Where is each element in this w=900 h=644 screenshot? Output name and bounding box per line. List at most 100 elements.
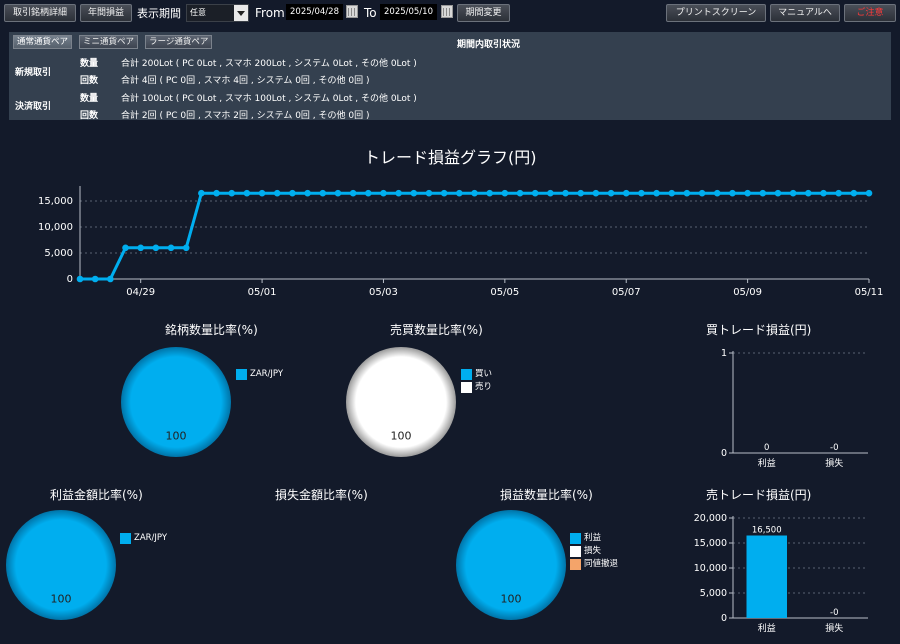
from-label: From — [255, 6, 285, 20]
chevron-down-icon[interactable] — [234, 5, 248, 21]
y-tick-label: 10,000 — [694, 563, 727, 574]
loss-ratio-title: 損失金額比率(%) — [275, 488, 368, 502]
brand-ratio-title: 銘柄数量比率(%) — [165, 323, 258, 337]
x-tick-label: 05/03 — [369, 287, 398, 298]
y-tick-label: 0 — [67, 274, 73, 285]
pie-value-label: 100 — [501, 592, 522, 605]
data-point — [137, 244, 144, 252]
data-point — [410, 189, 418, 197]
x-tick-label: 05/11 — [855, 287, 884, 298]
data-point — [182, 244, 190, 252]
data-point — [547, 189, 554, 197]
manual-button[interactable]: マニュアルへ — [770, 4, 840, 22]
tab-large-pair[interactable]: ラージ通貨ペア — [145, 35, 213, 49]
series-line — [80, 191, 869, 281]
x-tick-label: 損失 — [825, 457, 843, 469]
data-point — [516, 189, 524, 197]
data-point — [76, 275, 84, 283]
row-key: 数量 — [80, 59, 99, 69]
toolbar: 取引銘柄詳細 年間損益 表示期間 任意 From 2025/04/28 To 2… — [0, 0, 900, 26]
data-point — [774, 189, 782, 197]
trade-detail-button[interactable]: 取引銘柄詳細 — [4, 4, 76, 22]
y-tick-label: 15,000 — [694, 538, 727, 549]
period-select-value: 任意 — [190, 8, 206, 17]
tab-mini-pair[interactable]: ミニ通貨ペア — [79, 35, 139, 49]
data-point — [744, 189, 751, 197]
data-point — [122, 244, 129, 252]
y-tick-label: 0 — [721, 613, 727, 624]
tab-normal-pair[interactable]: 通常通貨ペア — [13, 35, 73, 49]
buy-pl-bar-chart: 0 1 0 利益 -0 損失 — [721, 348, 868, 469]
data-point — [577, 189, 585, 197]
data-point — [850, 189, 858, 197]
row-value: 合計 2回 ( PC 0回 , スマホ 2回 , システム 0回 , その他 0… — [121, 111, 370, 121]
profit-ratio-pie: 100 — [6, 510, 116, 620]
from-date-input[interactable]: 2025/04/28 — [286, 4, 343, 20]
data-point — [425, 189, 433, 197]
x-tick-label: 04/29 — [126, 287, 155, 298]
data-point — [91, 275, 99, 283]
legend-item: 同値撤退 — [570, 558, 618, 571]
bar-value-label: 0 — [764, 443, 769, 453]
data-point — [258, 189, 266, 197]
legend-item: 売り — [461, 381, 492, 394]
row-value: 合計 100Lot ( PC 0Lot , スマホ 100Lot , システム … — [121, 94, 417, 104]
legend-item: 買い — [461, 368, 492, 381]
bar-value-label: -0 — [830, 608, 838, 618]
data-point — [319, 189, 327, 197]
notice-button[interactable]: ご注意 — [844, 4, 896, 22]
main-chart-title: トレード損益グラフ(円) — [364, 148, 537, 167]
close-trade-label: 決済取引 — [15, 102, 52, 112]
data-point — [107, 275, 114, 283]
count-ratio-title: 損益数量比率(%) — [500, 488, 593, 502]
count-ratio-legend: 利益 損失 同値撤退 — [570, 532, 618, 571]
y-tick-label: 20,000 — [694, 513, 727, 524]
data-point — [289, 189, 296, 197]
pie-value-label: 100 — [391, 429, 412, 442]
y-tick-label: 5,000 — [700, 588, 727, 599]
period-label: 表示期間 — [137, 7, 181, 20]
pie-value-label: 100 — [51, 592, 72, 605]
side-ratio-legend: 買い 売り — [461, 368, 492, 394]
summary-title: 期間内取引状況 — [457, 40, 521, 50]
legend-item: 損失 — [570, 545, 618, 558]
sell-pl-title: 売トレード損益(円) — [706, 488, 812, 502]
annual-pl-button[interactable]: 年間損益 — [80, 4, 132, 22]
x-tick-label: 利益 — [758, 457, 776, 469]
y-tick-label: 15,000 — [38, 196, 73, 207]
print-screen-button[interactable]: プリントスクリーン — [666, 4, 766, 22]
data-point — [865, 189, 873, 197]
legend-item: ZAR/JPY — [236, 368, 283, 381]
legend-item: 利益 — [570, 532, 618, 545]
x-tick-label: 05/07 — [612, 287, 641, 298]
data-point — [243, 189, 251, 197]
data-point — [228, 189, 236, 197]
data-point — [713, 189, 721, 197]
row-value: 合計 200Lot ( PC 0Lot , スマホ 200Lot , システム … — [121, 59, 417, 69]
side-ratio-pie: 100 — [346, 347, 456, 457]
data-point — [698, 189, 706, 197]
data-point — [789, 189, 797, 197]
trade-summary-panel: 通常通貨ペア ミニ通貨ペア ラージ通貨ペア 期間内取引状況 新規取引 決済取引 … — [9, 32, 891, 121]
change-period-button[interactable]: 期間変更 — [457, 4, 510, 22]
calendar-icon[interactable] — [346, 5, 358, 18]
pie-slice — [346, 347, 456, 457]
x-tick-label: 損失 — [825, 622, 843, 634]
period-select[interactable]: 任意 — [186, 4, 249, 22]
data-point — [395, 189, 402, 197]
data-point — [607, 189, 615, 197]
data-point — [805, 189, 812, 197]
data-point — [531, 189, 539, 197]
calendar-icon[interactable] — [441, 5, 453, 18]
buy-pl-title: 買トレード損益(円) — [706, 323, 812, 337]
x-tick-label: 05/01 — [248, 287, 277, 298]
data-point — [349, 189, 357, 197]
data-point — [471, 189, 478, 197]
data-point — [759, 189, 767, 197]
data-point — [486, 189, 493, 197]
data-point — [456, 189, 463, 197]
data-point — [304, 189, 311, 197]
to-date-input[interactable]: 2025/05/10 — [380, 4, 437, 20]
to-label: To — [364, 6, 377, 20]
data-point — [440, 189, 448, 197]
